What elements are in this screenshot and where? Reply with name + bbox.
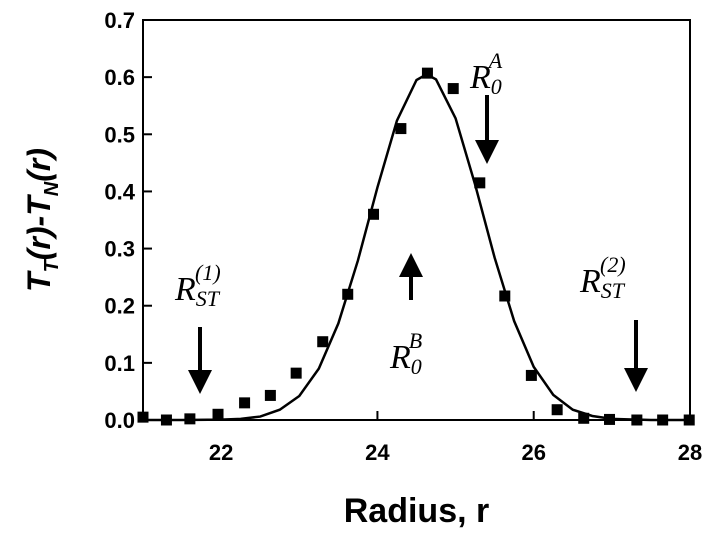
annotation-sub: 0 bbox=[491, 74, 502, 99]
data-point bbox=[551, 404, 563, 416]
annotation-sup: (1) bbox=[195, 260, 221, 285]
data-point bbox=[184, 413, 196, 425]
data-point bbox=[421, 67, 433, 79]
data-point bbox=[525, 369, 537, 381]
data-point bbox=[474, 177, 486, 189]
annotation-sup: A bbox=[487, 48, 503, 73]
y-tick-label: 0.5 bbox=[104, 122, 135, 147]
annotation: RST(1) bbox=[174, 260, 221, 311]
y-tick-label: 0.3 bbox=[104, 237, 135, 262]
x-tick-label: 24 bbox=[365, 440, 390, 465]
data-point bbox=[239, 397, 251, 409]
data-point bbox=[212, 408, 224, 420]
y-axis-label: TT(r)-TN(r) bbox=[21, 148, 63, 292]
annotation-base: R bbox=[469, 59, 491, 96]
x-tick-label: 26 bbox=[521, 440, 545, 465]
annotation-sub: 0 bbox=[411, 354, 422, 379]
y-tick-label: 0.1 bbox=[104, 351, 135, 376]
data-point bbox=[137, 411, 149, 423]
data-point bbox=[317, 336, 329, 348]
x-tick-label: 28 bbox=[678, 440, 702, 465]
plot-frame bbox=[142, 19, 691, 421]
data-point bbox=[447, 83, 459, 95]
y-axis-label-part: N bbox=[41, 181, 63, 196]
fit-line bbox=[143, 72, 690, 422]
annotation-sup: B bbox=[409, 328, 422, 353]
annotation-sub: ST bbox=[601, 278, 626, 303]
y-axis-label-part: T bbox=[21, 270, 57, 292]
y-axis-label-part: (r) bbox=[21, 148, 57, 182]
data-point bbox=[342, 288, 354, 300]
data-point bbox=[604, 413, 616, 425]
annotation-base: R bbox=[389, 339, 411, 376]
y-axis-label-part: (r)-T bbox=[21, 194, 57, 260]
x-axis-label: Radius, r bbox=[344, 492, 489, 530]
data-point bbox=[657, 414, 669, 426]
annotation-sub: ST bbox=[196, 286, 221, 311]
y-tick-label: 0.0 bbox=[104, 408, 135, 433]
y-tick-label: 0.2 bbox=[104, 294, 135, 319]
data-point bbox=[499, 290, 511, 302]
data-point bbox=[683, 414, 695, 426]
y-tick-label: 0.4 bbox=[104, 179, 135, 204]
annotation: R0B bbox=[389, 328, 422, 379]
data-point bbox=[368, 208, 380, 220]
annotation: RST(2) bbox=[579, 252, 626, 303]
data-point bbox=[395, 123, 407, 135]
data-point bbox=[578, 412, 590, 424]
annotation: R0A bbox=[469, 48, 503, 99]
y-tick-label: 0.7 bbox=[104, 8, 135, 33]
annotation-base: R bbox=[174, 271, 196, 308]
y-tick-label: 0.6 bbox=[104, 65, 135, 90]
y-axis-label-part: T bbox=[41, 258, 63, 272]
data-point bbox=[290, 367, 302, 379]
data-point bbox=[631, 414, 643, 426]
data-point bbox=[160, 414, 172, 426]
x-tick-label: 22 bbox=[209, 440, 233, 465]
annotation-sup: (2) bbox=[600, 252, 626, 277]
annotation-base: R bbox=[579, 263, 601, 300]
data-point bbox=[264, 389, 276, 401]
